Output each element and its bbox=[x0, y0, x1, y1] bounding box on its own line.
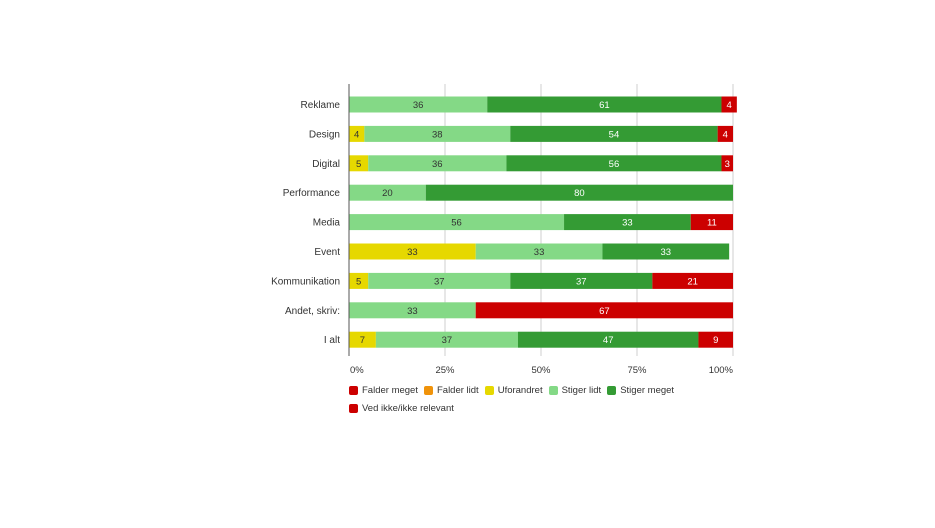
data-label: 9 bbox=[713, 335, 718, 346]
data-label: 56 bbox=[451, 218, 462, 229]
legend-label: Falder lidt bbox=[436, 384, 479, 396]
data-label: 33 bbox=[661, 247, 672, 258]
legend-label: Falder meget bbox=[362, 384, 418, 396]
bar-segment bbox=[349, 184, 426, 201]
legend-swatch bbox=[349, 403, 358, 413]
legend-row-1: Falder meget Falder lidt Uforandret Stig… bbox=[349, 381, 749, 399]
legend-label: Stiger meget bbox=[620, 384, 675, 396]
bar-segment bbox=[721, 96, 737, 113]
bar-segment bbox=[349, 331, 376, 348]
legend-swatch bbox=[548, 385, 558, 395]
legend-swatch bbox=[423, 385, 433, 395]
bar-segment bbox=[368, 272, 511, 289]
category-label: Performance bbox=[283, 188, 341, 199]
data-label: 33 bbox=[534, 247, 545, 258]
bar-segment bbox=[349, 96, 488, 113]
bar-segment bbox=[368, 155, 507, 172]
category-label: Media bbox=[313, 218, 341, 229]
bar-segment bbox=[349, 214, 565, 231]
data-label: 5 bbox=[356, 276, 361, 287]
data-label: 33 bbox=[407, 247, 418, 258]
bar-segment bbox=[349, 272, 369, 289]
legend-item-stiger-meget: Stiger meget bbox=[607, 385, 674, 396]
bar-segment bbox=[690, 214, 733, 231]
legend-item-falder-lidt: Falder lidt bbox=[423, 384, 479, 396]
data-label: 36 bbox=[432, 159, 443, 170]
data-label: 5 bbox=[356, 159, 361, 170]
data-label: 4 bbox=[354, 129, 359, 140]
x-tick-label: 100% bbox=[709, 365, 734, 376]
bar-segment bbox=[375, 331, 518, 348]
x-tick-label: 25% bbox=[435, 365, 455, 376]
data-label: 21 bbox=[687, 276, 698, 287]
bar-segment bbox=[425, 184, 733, 201]
data-label: 54 bbox=[609, 129, 620, 140]
bar-segment bbox=[564, 214, 691, 231]
x-tick-label: 75% bbox=[627, 365, 647, 376]
data-label: 11 bbox=[707, 218, 717, 229]
legend-label: Stiger lidt bbox=[561, 384, 602, 396]
data-label: 37 bbox=[442, 335, 453, 346]
bar-segment bbox=[721, 155, 733, 172]
data-label: 38 bbox=[432, 129, 443, 140]
bar-segment bbox=[475, 302, 733, 319]
legend-swatch bbox=[607, 385, 617, 395]
bar-segment bbox=[652, 272, 733, 289]
category-label: Event bbox=[314, 247, 340, 258]
bar-segment bbox=[349, 125, 365, 142]
legend-item-uforandret: Uforandret bbox=[484, 384, 543, 396]
chart-legend: Falder meget Falder lidt Uforandret Stig… bbox=[349, 381, 749, 417]
category-label: Kommunikation bbox=[271, 276, 340, 287]
data-label: 3 bbox=[725, 159, 730, 170]
data-label: 37 bbox=[576, 276, 587, 287]
data-label: 33 bbox=[622, 218, 633, 229]
data-label: 4 bbox=[723, 129, 728, 140]
bar-segment bbox=[364, 125, 511, 142]
legend-item-stiger-lidt: Stiger lidt bbox=[548, 384, 602, 396]
data-label: 4 bbox=[727, 100, 732, 111]
category-label: Digital bbox=[312, 159, 340, 170]
data-label: 80 bbox=[574, 188, 585, 199]
data-label: 7 bbox=[360, 335, 365, 346]
bar-segment bbox=[510, 272, 653, 289]
data-label: 37 bbox=[434, 276, 445, 287]
bar-segment bbox=[349, 243, 476, 260]
category-label: Andet, skriv: bbox=[285, 306, 340, 317]
data-label: 47 bbox=[603, 335, 614, 346]
bar-segment bbox=[698, 331, 733, 348]
legend-item-falder-meget: Falder meget bbox=[349, 385, 418, 396]
data-label: 67 bbox=[599, 306, 610, 317]
bar-segment bbox=[349, 155, 369, 172]
data-label: 61 bbox=[599, 100, 610, 111]
x-tick-label: 50% bbox=[531, 365, 551, 376]
bar-segment bbox=[487, 96, 722, 113]
x-tick-label: 0% bbox=[350, 365, 364, 376]
data-label: 33 bbox=[407, 306, 418, 317]
legend-label: Uforandret bbox=[497, 384, 543, 396]
bar-segment bbox=[717, 125, 733, 142]
data-label: 20 bbox=[382, 188, 393, 199]
legend-row-2: Ved ikke/ikke relevant bbox=[349, 399, 749, 417]
data-label: 56 bbox=[609, 159, 620, 170]
category-label: Design bbox=[309, 129, 340, 140]
legend-swatch bbox=[484, 385, 494, 395]
bar-segment bbox=[602, 243, 730, 260]
category-label: I alt bbox=[324, 335, 340, 346]
data-label: 36 bbox=[413, 100, 424, 111]
bar-segment bbox=[475, 243, 603, 260]
bar-segment bbox=[510, 125, 718, 142]
legend-label: Ved ikke/ikke relevant bbox=[362, 402, 454, 414]
bar-segment bbox=[349, 302, 476, 319]
category-label: Reklame bbox=[301, 100, 341, 111]
legend-swatch bbox=[349, 385, 358, 395]
bar-segment bbox=[506, 155, 722, 172]
legend-item-ved-ikke: Ved ikke/ikke relevant bbox=[349, 403, 454, 414]
bar-segment bbox=[517, 331, 699, 348]
